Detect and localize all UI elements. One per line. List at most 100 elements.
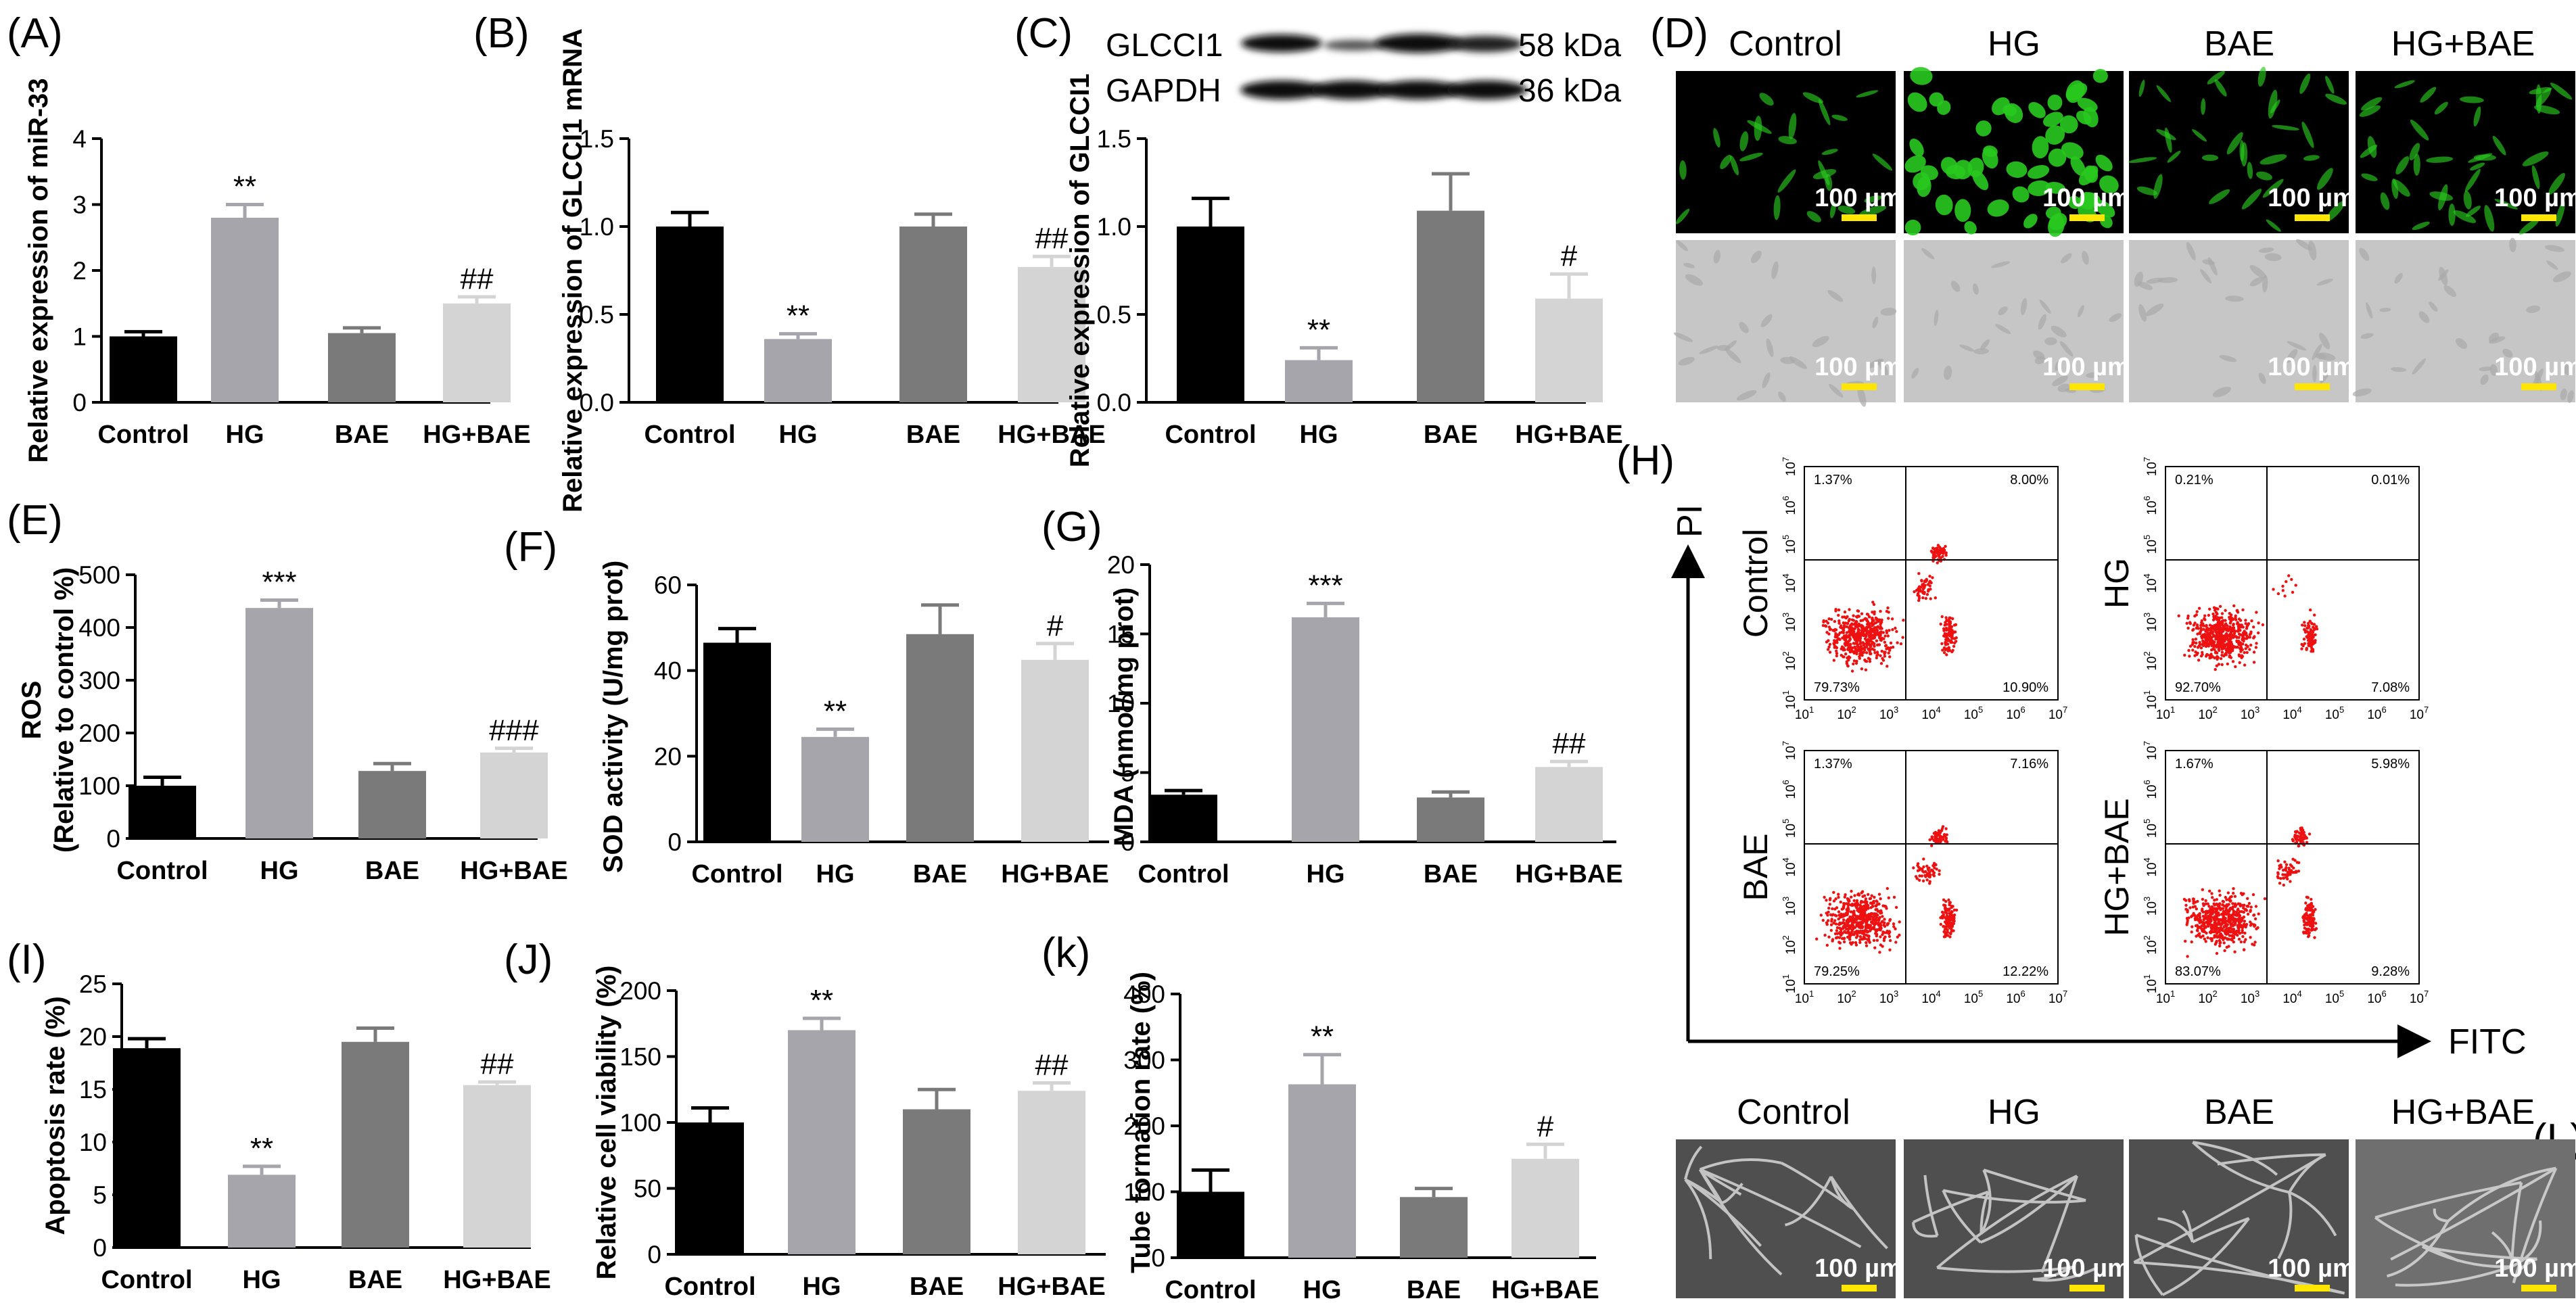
event-dot xyxy=(1873,644,1876,648)
event-dot xyxy=(1871,905,1874,908)
fluorescent-cell xyxy=(1802,92,1824,103)
fluorescent-cell xyxy=(2004,103,2023,123)
event-dot xyxy=(1871,921,1875,925)
blot-band-row-gapdh xyxy=(1240,80,1527,99)
event-dot xyxy=(2287,574,2291,577)
event-dot xyxy=(1878,909,1881,914)
fluorescent-cell xyxy=(2316,168,2333,190)
event-dot xyxy=(1856,609,1859,613)
event-dot xyxy=(1925,864,1929,868)
fluorescent-cell xyxy=(2412,221,2430,231)
event-dot xyxy=(1951,648,1954,652)
event-dot xyxy=(2249,936,2252,939)
x-tick-label: HG+BAE xyxy=(1515,860,1622,889)
x-tick-label: BAE xyxy=(1424,421,1478,449)
event-dot xyxy=(1918,878,1921,882)
event-dot xyxy=(1869,897,1873,901)
event-dot xyxy=(2220,650,2224,654)
event-dot xyxy=(2249,909,2252,912)
event-dot xyxy=(2237,643,2241,646)
event-dot xyxy=(1859,644,1863,648)
event-dot xyxy=(1875,650,1879,654)
panel-label: (k) xyxy=(1041,930,1090,976)
brightfield-cell xyxy=(2316,279,2333,286)
dot-plot: 1.67% 5.98%83.07% 9.28%1011011021021031031… xyxy=(2098,741,2429,1006)
event-dot xyxy=(1948,616,1951,619)
event-dot xyxy=(1838,947,1842,950)
event-dot xyxy=(2221,623,2224,627)
event-dot xyxy=(2246,897,2249,901)
fluorescent-cell xyxy=(2420,87,2437,103)
tick-exponent: 4 xyxy=(1936,989,1940,999)
event-dot xyxy=(1876,922,1880,925)
event-dot xyxy=(1913,590,1916,594)
event-dot xyxy=(1888,655,1892,659)
event-dot xyxy=(2309,633,2313,636)
event-dot xyxy=(2203,614,2207,617)
fluorescent-cell xyxy=(1679,160,1687,180)
bar xyxy=(788,1030,856,1254)
x-tick-label: HG xyxy=(1300,421,1338,449)
brightfield-cell xyxy=(2560,388,2567,401)
event-dot xyxy=(1944,930,1948,934)
event-dot xyxy=(1860,667,1864,671)
event-dot xyxy=(2314,907,2317,911)
event-dot xyxy=(1898,920,1901,924)
fluorescent-cell xyxy=(2448,203,2456,227)
tick-exponent: 1 xyxy=(1781,690,1791,695)
event-dot xyxy=(2190,940,2193,944)
event-dot xyxy=(2195,641,2198,645)
fluorescent-cell xyxy=(2522,151,2549,166)
quadrant-percent: 10.90% xyxy=(2003,680,2048,695)
event-dot xyxy=(1839,900,1842,904)
event-dot xyxy=(2233,917,2237,921)
y-tick-label: 150 xyxy=(619,1043,661,1071)
event-dot xyxy=(2186,614,2190,618)
brightfield-cell xyxy=(2109,313,2122,323)
event-dot xyxy=(1827,625,1831,629)
event-dot xyxy=(1948,920,1951,924)
quadrant-percent: 1.37% xyxy=(1814,757,1852,772)
event-dot xyxy=(2304,901,2308,905)
brightfield-cell xyxy=(2225,295,2244,302)
event-dot xyxy=(1902,619,1905,622)
x-tick-label: 107 xyxy=(2048,705,2067,722)
event-dot xyxy=(1856,614,1860,618)
event-dot xyxy=(1860,654,1864,657)
event-dot xyxy=(2297,844,2301,848)
brightfield-cell xyxy=(2219,355,2237,362)
event-dot xyxy=(2226,911,2230,915)
event-dot xyxy=(1935,868,1938,871)
bar xyxy=(443,303,511,402)
bar xyxy=(1417,210,1484,402)
fluorescent-cell xyxy=(2192,129,2207,142)
event-dot xyxy=(2186,910,2189,914)
event-dot xyxy=(2203,915,2207,918)
scale-bar xyxy=(1842,214,1877,221)
event-dot xyxy=(1842,918,1846,922)
event-dot xyxy=(1950,636,1954,639)
event-dot xyxy=(1932,871,1936,875)
event-dot xyxy=(1894,626,1897,630)
event-dot xyxy=(2239,650,2243,653)
bar xyxy=(1512,1158,1579,1258)
event-dot xyxy=(2211,896,2214,899)
tick-exponent: 4 xyxy=(1781,857,1791,862)
event-dot xyxy=(1894,927,1897,930)
event-dot xyxy=(1865,922,1868,926)
event-dot xyxy=(2239,619,2243,622)
fluorescent-cell xyxy=(2438,184,2448,211)
event-dot xyxy=(2238,655,2241,658)
brightfield-cell xyxy=(1685,274,1704,286)
event-dot xyxy=(1846,931,1850,934)
event-dot xyxy=(2186,955,2189,958)
y-tick-label: 200 xyxy=(619,977,661,1005)
brightfield-cell xyxy=(1699,346,1718,354)
event-dot xyxy=(2215,915,2218,919)
x-tick-label: Control xyxy=(97,421,189,449)
event-dot xyxy=(2297,831,2301,835)
event-dot xyxy=(1931,576,1934,579)
tube-network xyxy=(1912,1168,2098,1282)
event-dot xyxy=(1827,919,1830,922)
